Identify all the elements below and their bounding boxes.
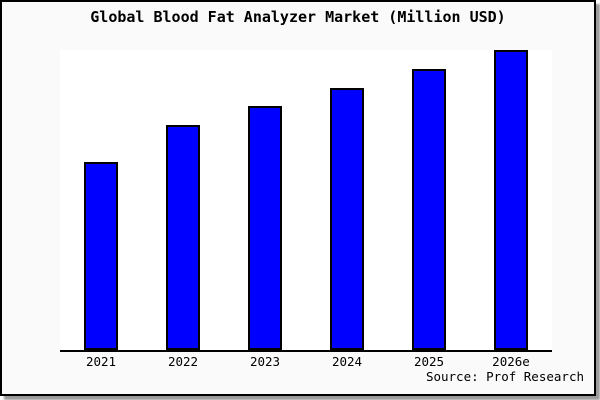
bar-slot-2026e (470, 50, 552, 350)
x-tick-label-2023: 2023 (249, 354, 281, 369)
x-axis-labels: 2021 2022 2023 2024 2025 2026e (60, 354, 552, 369)
bar-2025 (412, 68, 446, 350)
bar-slot-2025 (388, 50, 470, 350)
bar-2021 (84, 161, 118, 350)
x-tick-label-2022: 2022 (167, 354, 199, 369)
bar-2022 (166, 124, 200, 350)
bar-slot-2022 (142, 50, 224, 350)
bar-slot-2021 (60, 50, 142, 350)
bar-2026e (494, 50, 528, 350)
source-text: Source: Prof Research (425, 369, 584, 384)
bar-slot-2023 (224, 50, 306, 350)
plot-area (60, 50, 552, 352)
bar-2024 (330, 87, 364, 350)
bar-2023 (248, 105, 282, 350)
bar-slot-2024 (306, 50, 388, 350)
x-tick-label-2025: 2025 (413, 354, 445, 369)
x-tick-label-2026e: 2026e (492, 354, 530, 369)
chart-title: Global Blood Fat Analyzer Market (Millio… (90, 8, 506, 26)
x-tick-label-2021: 2021 (85, 354, 117, 369)
x-tick-label-2024: 2024 (331, 354, 363, 369)
